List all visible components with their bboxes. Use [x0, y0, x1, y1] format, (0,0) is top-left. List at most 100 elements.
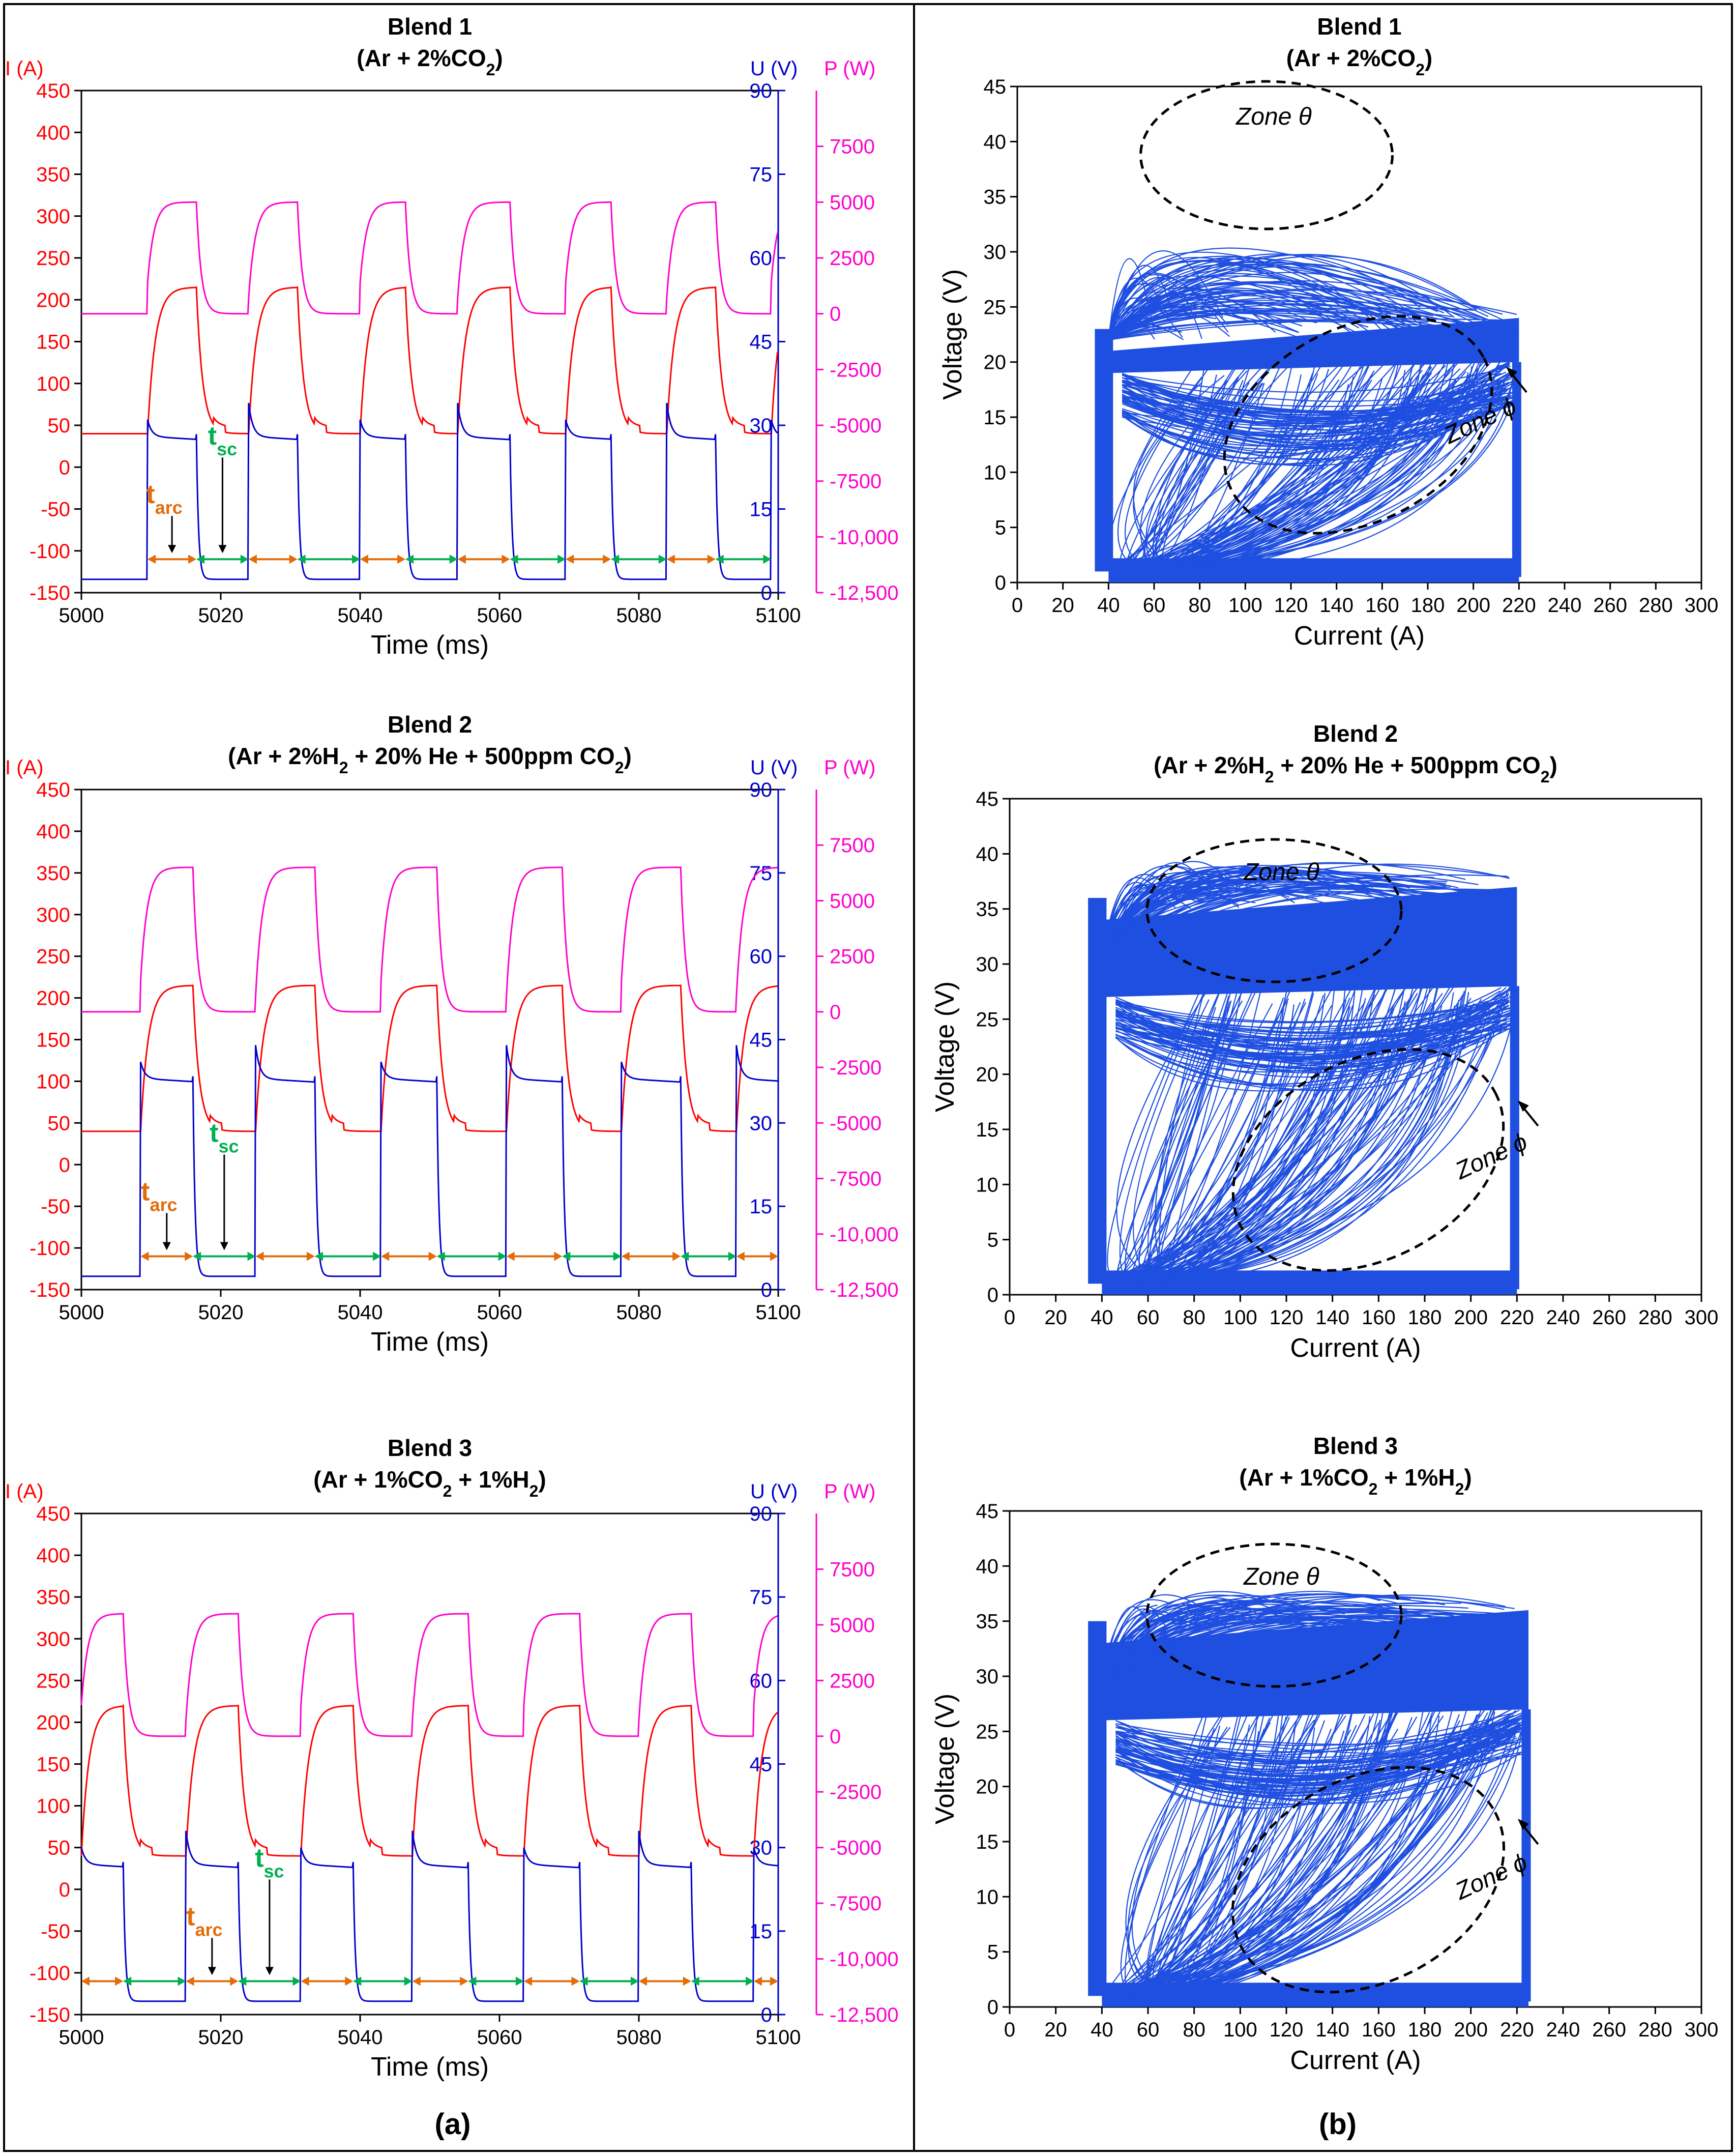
- vi-trace-phi: [1128, 1726, 1505, 2000]
- y-tick-label: 10: [976, 1174, 999, 1196]
- interval-arrow-head: [373, 1251, 381, 1261]
- vi-trace-mid: [1122, 393, 1504, 447]
- vi-trace-phi: [1117, 1007, 1217, 1283]
- high-current-band: [1512, 362, 1521, 577]
- x-tick-label: 100: [1228, 594, 1262, 617]
- interval-arrow-head: [81, 1976, 90, 1986]
- interval-arrow-head: [770, 1976, 778, 1986]
- vi-trace-mid: [1115, 1728, 1511, 1763]
- tsc-pointer-head: [220, 1242, 228, 1250]
- y-tick-label-voltage: 0: [761, 582, 772, 604]
- series-voltage-line: [80, 1830, 778, 2002]
- vi-trace-phi: [1134, 999, 1306, 1279]
- vi-trace-mid: [1122, 371, 1507, 424]
- y-tick-label-power: -5000: [830, 1837, 881, 1859]
- interval-arrow-head: [562, 1251, 571, 1261]
- y-tick-label: 25: [976, 1008, 999, 1031]
- y-tick-label: 35: [984, 186, 1007, 209]
- vi-trace-theta: [1101, 1594, 1399, 1688]
- vi-trace-phi: [1115, 1729, 1496, 2001]
- y-tick-label-voltage: 15: [750, 499, 773, 521]
- interval-arrow-head: [381, 1251, 390, 1261]
- time-series-chart-3: Blend 3 (Ar + 1%CO2 + 1%H2) I (A) U (V) P (W…: [5, 1435, 899, 2082]
- interval-arrow-head: [314, 1251, 323, 1261]
- high-current-band: [1521, 1709, 1531, 2002]
- vi-trace-mid: [1115, 1709, 1520, 1768]
- interval-arrow-head: [412, 1976, 421, 1986]
- x-tick-label: 5040: [338, 1301, 383, 1324]
- y-tick-label-current: -100: [30, 1237, 70, 1260]
- interval-arrow-head: [297, 555, 306, 564]
- y-tick-label: 0: [987, 1996, 998, 2019]
- vi-trace-phi: [1116, 993, 1206, 1283]
- interval-arrow-head: [523, 1976, 532, 1986]
- y-tick-label: 25: [984, 296, 1007, 318]
- x-tick-label: 20: [1044, 1306, 1067, 1329]
- vi-trace-theta: [1101, 885, 1451, 965]
- vi-trace-theta: [1101, 1596, 1445, 1688]
- y-tick-label: 0: [987, 1284, 998, 1306]
- y-tick-label: 30: [976, 953, 999, 976]
- x-tick-label: 5000: [59, 2026, 104, 2049]
- vi-trace-theta: [1101, 1611, 1433, 1688]
- tarc-label: tarc: [146, 480, 182, 518]
- vi-trace-theta: [1101, 880, 1448, 965]
- interval-arrow-head: [289, 555, 298, 564]
- x-tick-label: 180: [1411, 594, 1445, 617]
- y-tick-label-voltage: 90: [750, 779, 773, 801]
- interval-arrow-head: [255, 1251, 264, 1261]
- x-tick-label: 0: [1012, 594, 1023, 617]
- x-axis-label: Time (ms): [371, 2052, 489, 2082]
- x-tick-label: 280: [1638, 2019, 1672, 2041]
- vi-trace-theta: [1101, 884, 1195, 965]
- vi-trace-mid: [1122, 403, 1512, 450]
- y-tick-label-current: 50: [48, 1112, 71, 1134]
- vi-trace-mid: [1122, 382, 1503, 418]
- vi-trace-mid: [1115, 1732, 1516, 1782]
- vi-trace-phi: [1164, 1714, 1460, 1991]
- interval-arrow-head: [639, 1976, 647, 1986]
- vi-trace-theta: [1101, 865, 1204, 965]
- y-tick-label-current: 300: [36, 206, 70, 228]
- x-tick-label: 0: [1004, 1306, 1015, 1329]
- y-axis-label-current: I (A): [5, 57, 44, 80]
- vi-traces: [1088, 1590, 1531, 2007]
- y-tick-label-power: -7500: [830, 471, 881, 493]
- y-tick-label-current: 100: [36, 1070, 70, 1093]
- x-tick-label: 120: [1270, 2019, 1304, 2041]
- y-tick-label-voltage: 75: [750, 164, 773, 186]
- vi-trace-theta: [1108, 261, 1483, 340]
- interval-arrow-head: [603, 555, 611, 564]
- interval-arrow-head: [306, 1251, 315, 1261]
- x-tick-label: 280: [1638, 1306, 1672, 1329]
- x-tick-label: 5100: [756, 604, 801, 627]
- y-tick-label-current: 200: [36, 1711, 70, 1734]
- zone-theta-ellipse: [1145, 1542, 1403, 1688]
- chart-title: Blend 3: [1313, 1433, 1398, 1459]
- y-tick-label-current: -100: [30, 540, 70, 563]
- x-tick-label: 20: [1051, 594, 1074, 617]
- interval-arrow-head: [763, 555, 772, 564]
- interval-arrow-head: [566, 555, 574, 564]
- y-tick-label-current: 150: [36, 1754, 70, 1776]
- y-tick-label-voltage: 75: [750, 1586, 773, 1609]
- y-axis-label-current: I (A): [5, 756, 44, 779]
- vi-trace-phi: [1102, 1001, 1517, 1282]
- x-axis-label: Current (A): [1290, 2046, 1421, 2075]
- vi-trace-mid: [1115, 1724, 1520, 1806]
- vi-trace-phi: [1119, 352, 1260, 573]
- y-axis-label-power: P (W): [824, 756, 875, 779]
- interval-arrow-head: [571, 1976, 580, 1986]
- tsc-label: tsc: [255, 1843, 284, 1881]
- x-tick-label: 280: [1639, 594, 1673, 617]
- series-current-line: [80, 1704, 778, 1857]
- x-tick-label: 160: [1362, 2019, 1396, 2041]
- y-tick-label-current: 450: [36, 80, 70, 102]
- interval-arrow-head: [193, 1251, 201, 1261]
- y-axis-label-voltage: U (V): [750, 756, 798, 779]
- y-tick-label-current: 150: [36, 331, 70, 354]
- vi-trace-theta: [1108, 319, 1383, 341]
- vi-trace-theta: [1108, 280, 1503, 341]
- vi-trace-phi: [1112, 992, 1469, 1288]
- vi-trace-phi: [1152, 366, 1351, 572]
